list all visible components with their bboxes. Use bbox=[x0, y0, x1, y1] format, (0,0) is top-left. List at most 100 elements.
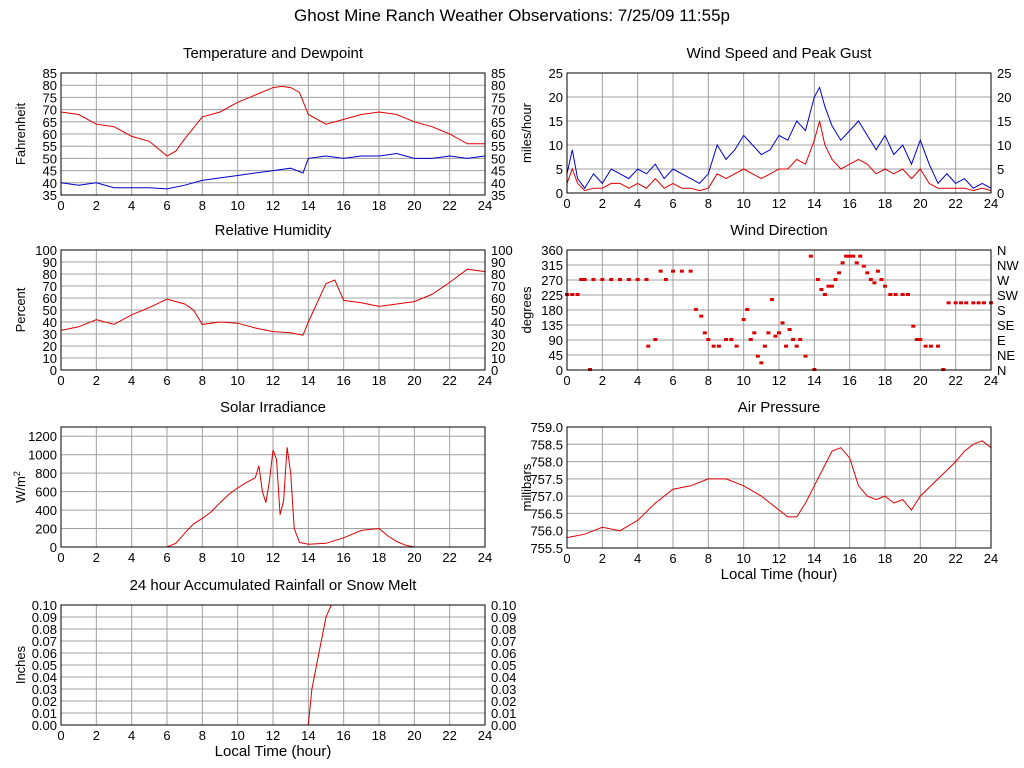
scatter-point bbox=[734, 344, 739, 348]
x-tick-label: 0 bbox=[57, 198, 64, 213]
chart-temp: 0 2 4 6 8 10 12 14 16 18 20 22 243540455055606570758… bbox=[13, 45, 505, 213]
x-tick-label: 8 bbox=[705, 373, 712, 388]
x-tick-label: 12 bbox=[772, 373, 786, 388]
scatter-point bbox=[851, 254, 856, 258]
scatter-point bbox=[773, 334, 778, 338]
scatter-point bbox=[570, 293, 575, 296]
scatter-point bbox=[875, 269, 880, 273]
y-right-tick-label: 0.04 bbox=[491, 670, 516, 685]
y-right-tick-label: SE bbox=[997, 318, 1015, 333]
y-right-tick-label: 75 bbox=[491, 90, 505, 105]
x-tick-label: 18 bbox=[878, 373, 892, 388]
y-right-tick-label: 50 bbox=[491, 303, 505, 318]
y-tick-label: 0.07 bbox=[32, 634, 57, 649]
y-tick-label: 0.06 bbox=[32, 646, 57, 661]
y-axis-label: Fahrenheit bbox=[13, 103, 28, 166]
y-axis-label: W/m2 bbox=[12, 471, 28, 503]
y-tick-label: 15 bbox=[549, 114, 563, 129]
y-tick-label: 0.03 bbox=[32, 682, 57, 697]
y-tick-label: 40 bbox=[43, 315, 57, 330]
scatter-point bbox=[958, 301, 963, 305]
x-tick-label: 2 bbox=[599, 196, 606, 211]
y-tick-label: 1200 bbox=[28, 429, 57, 444]
x-tick-label: 10 bbox=[230, 728, 244, 743]
chart-pressure: 0 2 4 6 8 10 12 14 16 18 20 22 24755.5756.0756.5757.… bbox=[519, 399, 998, 583]
x-tick-label: 6 bbox=[163, 550, 170, 565]
x-axis-label: Local Time (hour) bbox=[215, 743, 332, 760]
scatter-point bbox=[688, 269, 693, 273]
x-tick-label: 20 bbox=[407, 550, 421, 565]
series-line-wind-speed bbox=[566, 120, 992, 192]
y-tick-label: 0.04 bbox=[32, 670, 57, 685]
x-tick-label: 16 bbox=[336, 550, 350, 565]
chart-title: Solar Irradiance bbox=[220, 399, 326, 416]
y-tick-label: 60 bbox=[43, 127, 57, 142]
y-right-tick-label: 5 bbox=[997, 162, 1004, 177]
y-right-tick-label: S bbox=[997, 303, 1006, 318]
scatter-point bbox=[865, 271, 870, 275]
y-right-tick-label: 0.10 bbox=[491, 598, 516, 613]
series-line-dewpoint bbox=[60, 152, 486, 190]
y-tick-label: 757.5 bbox=[530, 472, 563, 487]
y-tick-label: 10 bbox=[549, 138, 563, 153]
scatter-point bbox=[766, 331, 771, 335]
x-tick-label: 22 bbox=[948, 551, 962, 566]
x-tick-label: 10 bbox=[230, 198, 244, 213]
x-tick-label: 12 bbox=[772, 551, 786, 566]
y-right-tick-label: 60 bbox=[491, 127, 505, 142]
y-tick-label: 757.0 bbox=[530, 489, 563, 504]
x-tick-label: 6 bbox=[669, 551, 676, 566]
scatter-point bbox=[729, 338, 734, 341]
y-tick-label: 0 bbox=[556, 186, 563, 201]
x-tick-label: 0 bbox=[563, 196, 570, 211]
scatter-point bbox=[815, 278, 820, 281]
x-tick-label: 6 bbox=[163, 373, 170, 388]
plot-frame bbox=[566, 426, 992, 549]
y-tick-label: 1000 bbox=[28, 448, 57, 463]
scatter-point bbox=[794, 344, 799, 348]
scatter-point bbox=[822, 293, 827, 296]
scatter-point bbox=[900, 293, 905, 296]
x-tick-label: 10 bbox=[230, 373, 244, 388]
scatter-point bbox=[976, 301, 981, 305]
x-tick-label: 14 bbox=[301, 728, 315, 743]
y-tick-label: 35 bbox=[43, 188, 57, 203]
scatter-point bbox=[833, 278, 838, 281]
scatter-point bbox=[762, 344, 767, 348]
y-tick-label: 55 bbox=[43, 139, 57, 154]
y-right-tick-label: 0.06 bbox=[491, 646, 516, 661]
scatter-point bbox=[748, 338, 753, 341]
x-tick-label: 24 bbox=[984, 551, 998, 566]
y-right-tick-label: 15 bbox=[997, 114, 1011, 129]
y-tick-label: 90 bbox=[43, 255, 57, 270]
y-tick-label: 40 bbox=[43, 176, 57, 191]
x-tick-label: 20 bbox=[913, 551, 927, 566]
y-tick-label: 60 bbox=[43, 291, 57, 306]
x-tick-label: 20 bbox=[913, 373, 927, 388]
x-tick-label: 6 bbox=[163, 728, 170, 743]
x-tick-label: 24 bbox=[478, 728, 492, 743]
x-tick-label: 20 bbox=[407, 373, 421, 388]
scatter-point bbox=[706, 338, 711, 341]
y-tick-label: 270 bbox=[541, 273, 563, 288]
y-right-tick-label: 80 bbox=[491, 78, 505, 93]
y-tick-label: 0.10 bbox=[32, 598, 57, 613]
x-tick-label: 16 bbox=[842, 373, 856, 388]
chart-title: 24 hour Accumulated Rainfall or Snow Mel… bbox=[130, 577, 418, 594]
scatter-point bbox=[946, 301, 951, 305]
y-tick-label: 20 bbox=[43, 339, 57, 354]
plot-frame bbox=[60, 426, 486, 548]
chart-wind: 0 2 4 6 8 10 12 14 16 18 20 22 240510152025051015202… bbox=[519, 45, 1011, 211]
y-right-tick-label: 70 bbox=[491, 103, 505, 118]
scatter-point bbox=[911, 324, 916, 328]
y-right-tick-label: 45 bbox=[491, 164, 505, 179]
x-tick-label: 14 bbox=[301, 198, 315, 213]
x-tick-label: 18 bbox=[878, 196, 892, 211]
y-tick-label: 45 bbox=[549, 348, 563, 363]
y-right-tick-label: 40 bbox=[491, 176, 505, 191]
x-tick-label: 18 bbox=[372, 550, 386, 565]
x-tick-label: 8 bbox=[199, 373, 206, 388]
scatter-point bbox=[699, 314, 704, 318]
y-tick-label: 30 bbox=[43, 327, 57, 342]
y-right-tick-label: N bbox=[997, 243, 1006, 258]
